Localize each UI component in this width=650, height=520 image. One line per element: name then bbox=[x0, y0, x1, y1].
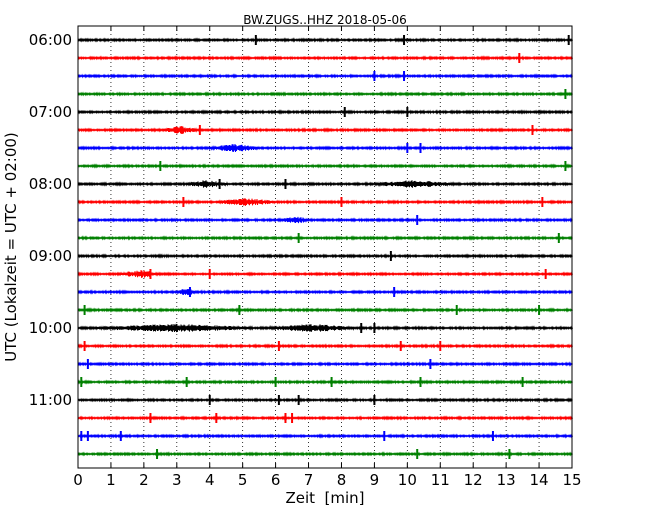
x-tick-label: 6 bbox=[271, 471, 281, 489]
trace-line bbox=[77, 361, 573, 367]
trace bbox=[77, 305, 573, 315]
trace-line bbox=[77, 379, 573, 385]
trace-line bbox=[77, 109, 573, 115]
trace bbox=[77, 89, 573, 99]
trace bbox=[77, 53, 573, 63]
x-tick-label: 0 bbox=[73, 471, 83, 489]
x-tick-label: 1 bbox=[106, 471, 116, 489]
seismic-traces bbox=[77, 35, 573, 459]
trace-line bbox=[77, 198, 573, 206]
y-tick-label: 07:00 bbox=[29, 103, 72, 121]
x-tick-label: 5 bbox=[238, 471, 248, 489]
trace bbox=[77, 143, 573, 153]
trace-line bbox=[77, 55, 573, 61]
trace-line bbox=[77, 73, 573, 79]
trace-line bbox=[77, 307, 573, 313]
trace bbox=[77, 233, 573, 243]
x-tick-label: 2 bbox=[139, 471, 149, 489]
trace-line bbox=[77, 126, 573, 134]
trace bbox=[77, 269, 573, 279]
trace bbox=[77, 413, 573, 423]
grid-lines bbox=[110, 26, 540, 468]
trace-line bbox=[77, 343, 573, 349]
trace bbox=[77, 323, 573, 333]
trace-line bbox=[77, 451, 573, 457]
x-tick-label: 8 bbox=[337, 471, 347, 489]
plot-frame bbox=[77, 25, 573, 469]
trace-line bbox=[77, 323, 573, 333]
x-axis: 0 1 2 3 4 5 6 7 8 9 10 11 12 13 14 15 bbox=[73, 26, 582, 489]
trace bbox=[77, 197, 573, 207]
x-tick-label: 4 bbox=[205, 471, 215, 489]
trace-line bbox=[77, 143, 573, 153]
trace-line bbox=[77, 180, 573, 188]
y-axis-label: UTC (Lokalzeit = UTC + 02:00) bbox=[2, 132, 20, 362]
trace bbox=[77, 125, 573, 135]
trace-line bbox=[77, 91, 573, 97]
trace-line bbox=[77, 216, 573, 224]
x-tick-label: 13 bbox=[497, 471, 516, 489]
trace bbox=[77, 179, 573, 189]
trace bbox=[77, 251, 573, 261]
y-tick-label: 10:00 bbox=[29, 319, 72, 337]
trace-line bbox=[77, 288, 573, 296]
x-tick-label: 7 bbox=[304, 471, 314, 489]
trace bbox=[77, 161, 573, 171]
x-axis-label: Zeit [min] bbox=[285, 489, 364, 507]
x-tick-label: 9 bbox=[370, 471, 380, 489]
trace-line bbox=[77, 397, 573, 403]
x-tick-label: 3 bbox=[172, 471, 182, 489]
trace bbox=[77, 377, 573, 387]
x-tick-label: 15 bbox=[562, 471, 581, 489]
y-tick-label: 11:00 bbox=[29, 391, 72, 409]
x-tick-label: 10 bbox=[398, 471, 417, 489]
trace bbox=[77, 287, 573, 297]
trace-line bbox=[77, 433, 573, 439]
trace bbox=[77, 449, 573, 459]
trace bbox=[77, 107, 573, 117]
y-tick-label: 08:00 bbox=[29, 175, 72, 193]
trace-line bbox=[77, 270, 573, 278]
trace bbox=[77, 359, 573, 369]
y-tick-label: 09:00 bbox=[29, 247, 72, 265]
trace-line bbox=[77, 37, 573, 43]
y-axis: 06:00 07:00 08:00 09:00 10:00 11:00 bbox=[29, 31, 572, 409]
trace-line bbox=[77, 163, 573, 169]
trace bbox=[77, 35, 573, 45]
x-tick-label: 14 bbox=[530, 471, 549, 489]
trace-line bbox=[77, 235, 573, 241]
trace bbox=[77, 341, 573, 351]
trace bbox=[77, 71, 573, 81]
trace bbox=[77, 215, 573, 225]
chart-title: BW.ZUGS..HHZ 2018-05-06 bbox=[243, 13, 406, 27]
trace bbox=[77, 431, 573, 441]
trace-line bbox=[77, 415, 573, 421]
trace bbox=[77, 395, 573, 405]
y-tick-label: 06:00 bbox=[29, 31, 72, 49]
trace-line bbox=[77, 253, 573, 259]
x-tick-label: 11 bbox=[431, 471, 450, 489]
x-tick-label: 12 bbox=[464, 471, 483, 489]
